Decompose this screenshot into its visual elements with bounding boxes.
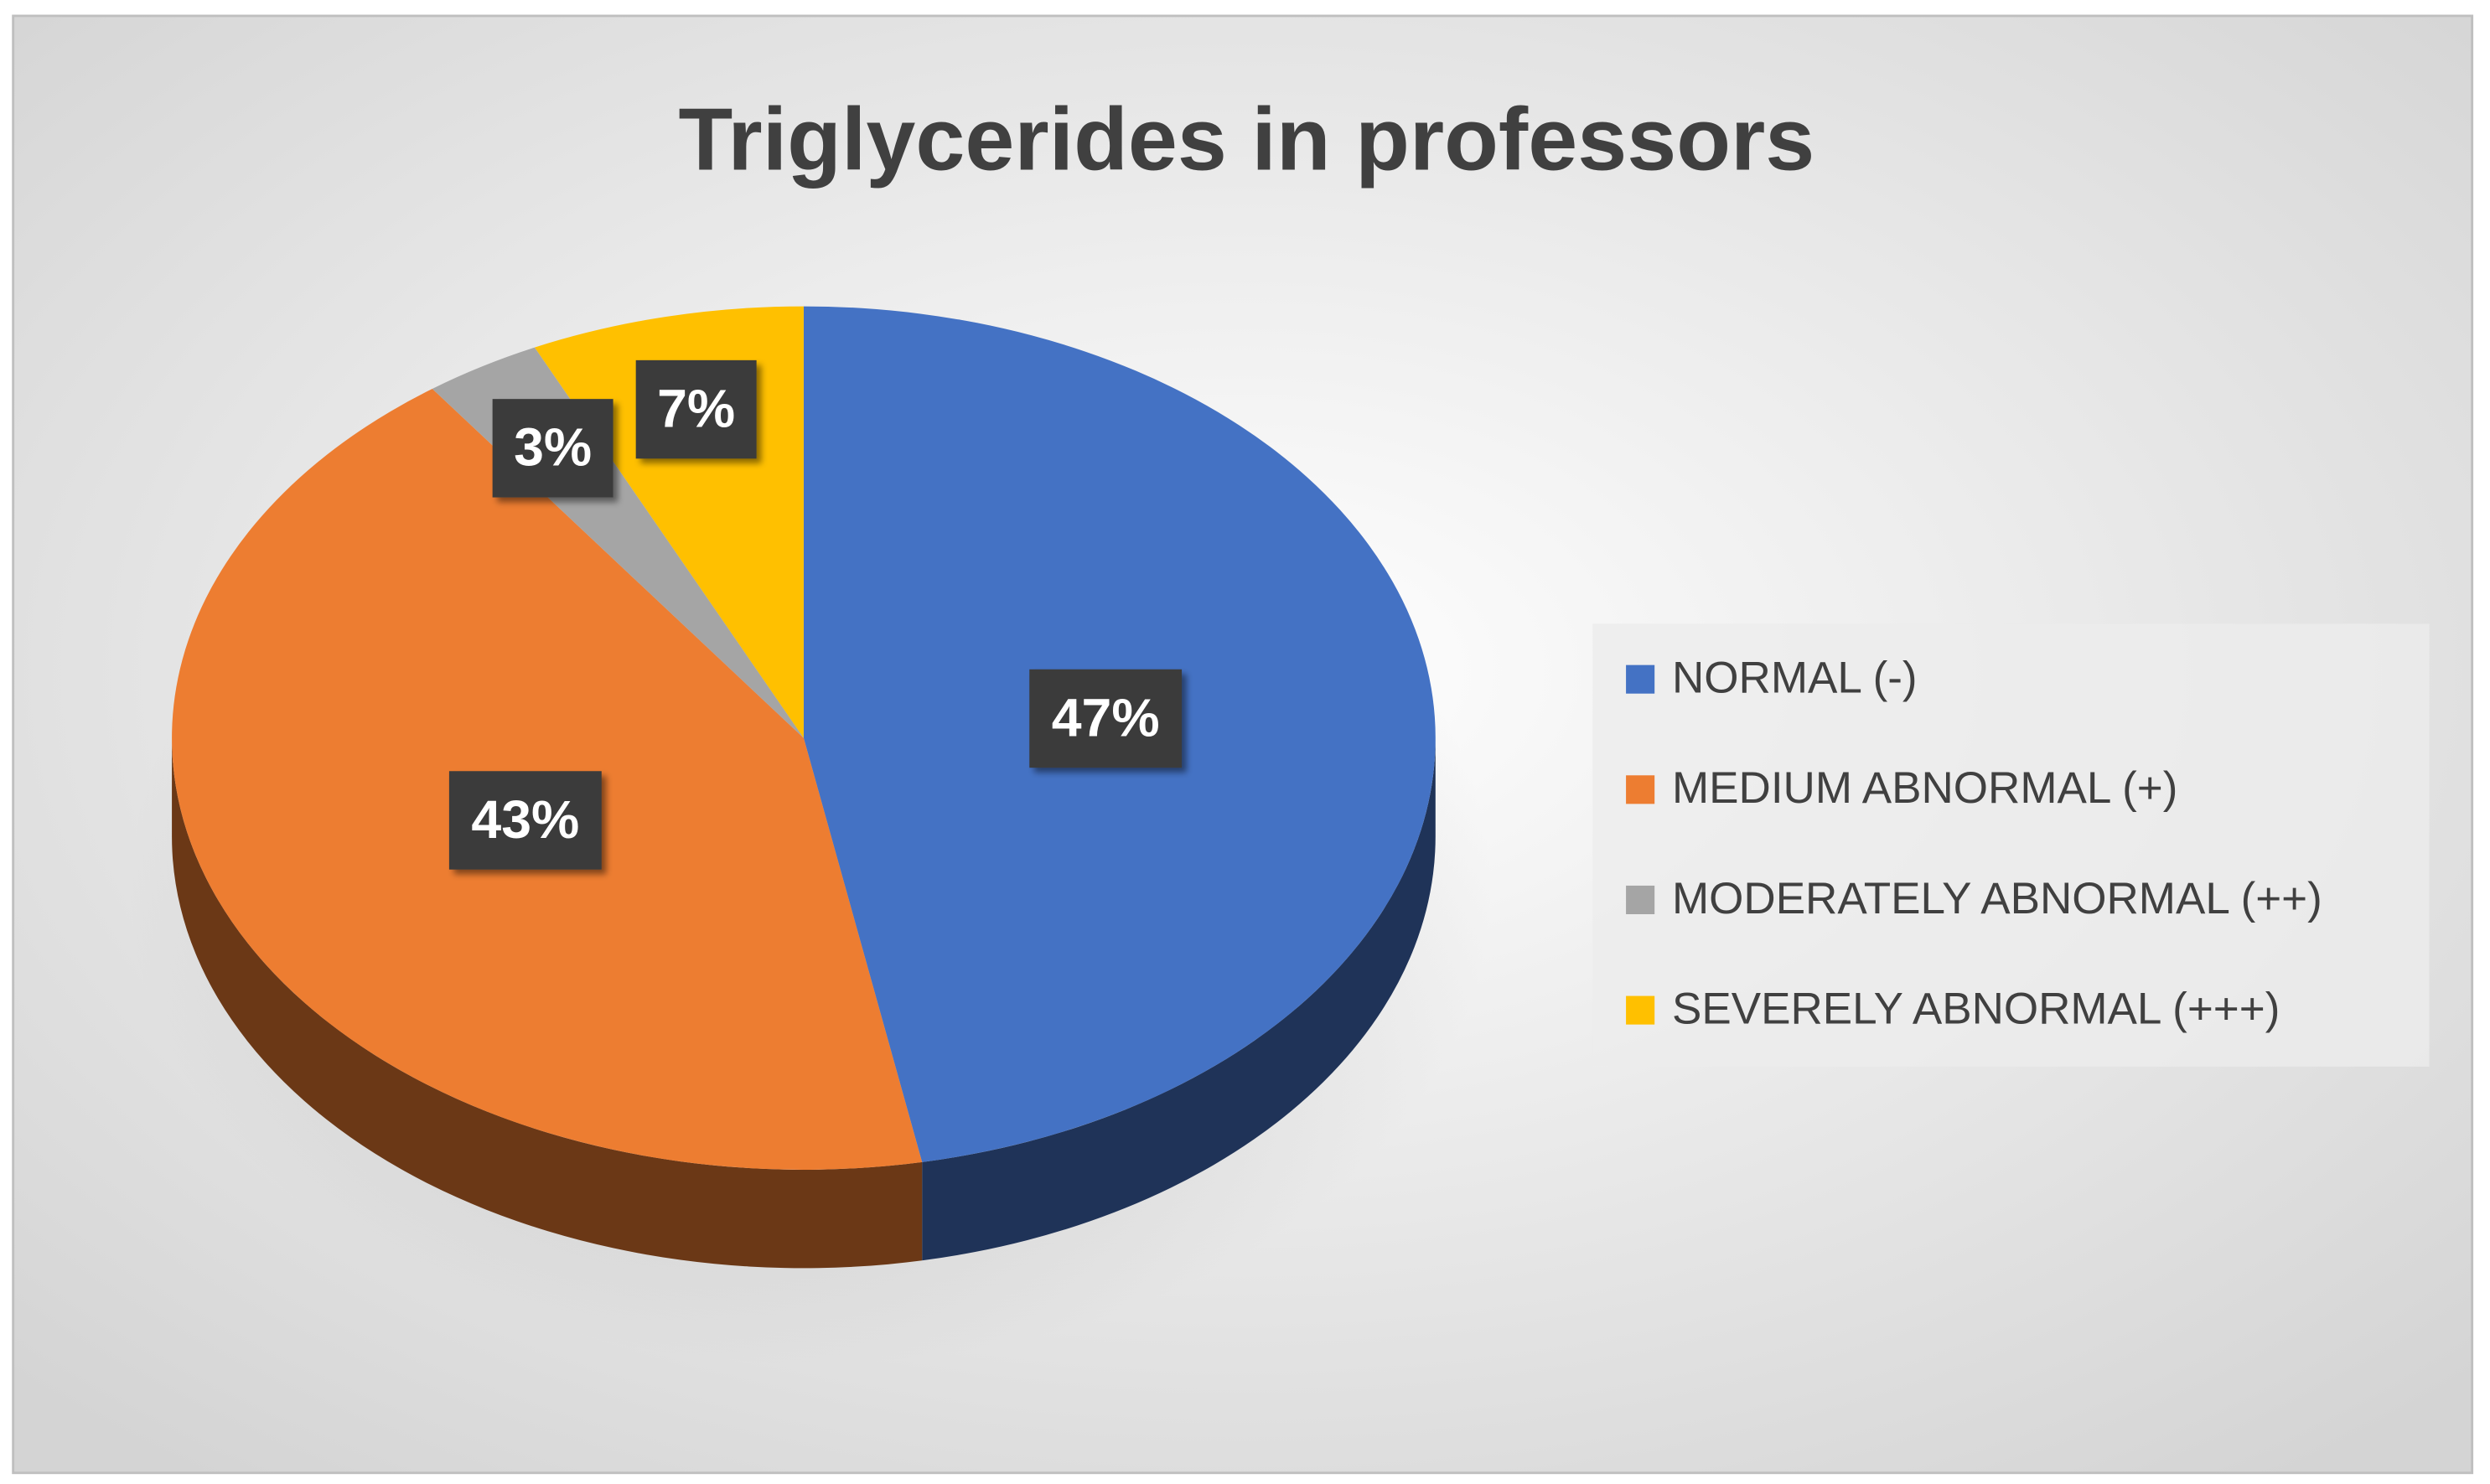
pie-slice-side [922,737,1436,1261]
data-label: 47% [1052,687,1160,747]
legend-swatch [1626,775,1655,804]
legend-swatch [1626,664,1655,694]
legend-swatch [1626,885,1655,915]
data-label-box [635,359,757,459]
legend-items: NORMAL (-) MEDIUM ABNORMAL (+) MODERATELY … [1626,654,2322,1034]
data-label-box [492,399,613,498]
data-label: 7% [657,378,735,438]
legend-label: SEVERELY ABNORMAL (+++) [1672,985,2280,1034]
data-labels: 47% 43% 3% 7% [448,359,1183,870]
data-label: 43% [471,789,579,850]
legend-label: NORMAL (-) [1672,654,1918,703]
pie [172,306,1436,1269]
data-label: 3% [514,417,592,478]
legend [1592,623,2430,1067]
data-label-box [448,771,602,870]
legend-label: MEDIUM ABNORMAL (+) [1672,763,2177,813]
legend-label: MODERATELY ABNORMAL (++) [1672,874,2322,923]
chart-title: Triglycerides in professors [679,90,1815,189]
legend-swatch [1626,995,1655,1025]
pie-slice-side [172,737,923,1269]
data-label-box [1029,669,1183,768]
